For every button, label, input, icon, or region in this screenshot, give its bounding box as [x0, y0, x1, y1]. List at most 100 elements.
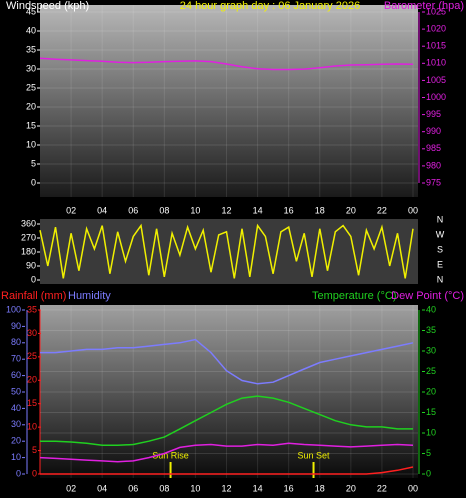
- y-tick-label: 50: [11, 386, 21, 396]
- annotation: Sun Rise: [152, 450, 189, 460]
- y-tick-label: 985: [426, 143, 441, 153]
- series-line: [39, 442, 414, 463]
- y-tick-label: 1010: [426, 58, 446, 68]
- x-tick-label: 10: [190, 205, 200, 215]
- y-tick-label: 1005: [426, 75, 446, 85]
- baro-label: Barometer (hpa): [384, 0, 464, 12]
- temp-label: Temperature (°C): [312, 290, 396, 302]
- y-tick-label: 1015: [426, 41, 446, 51]
- y-tick-label: 35: [26, 44, 36, 54]
- y-tick-label: 30: [27, 328, 37, 338]
- y-tick-label: 25: [26, 82, 36, 92]
- x-tick-label: 06: [128, 483, 138, 493]
- series-line: [40, 338, 414, 385]
- x-tick-label: 14: [253, 205, 263, 215]
- x-tick-label: 02: [66, 483, 76, 493]
- y-tick-label: 990: [426, 126, 441, 136]
- y-tick-label: 30: [426, 345, 436, 355]
- y-tick-label: 360: [21, 218, 36, 228]
- y-tick-label: 25: [27, 351, 37, 361]
- compass-label: W: [436, 229, 445, 239]
- x-tick-label: 14: [253, 483, 263, 493]
- x-tick-label: 02: [66, 205, 76, 215]
- top-plot-bg: [40, 5, 418, 197]
- x-tick-label: 00: [408, 205, 418, 215]
- humidity-label: Humidity: [68, 290, 111, 302]
- y-tick-label: 15: [27, 398, 37, 408]
- bottom-plot-bg: [40, 305, 418, 478]
- series-line: [39, 223, 414, 279]
- y-tick-label: 0: [32, 468, 37, 478]
- x-tick-label: 22: [377, 483, 387, 493]
- y-tick-label: 270: [21, 232, 36, 242]
- x-tick-label: 04: [97, 205, 107, 215]
- title: 24 hour graph day : 06 January 2026: [180, 0, 360, 12]
- compass-label: E: [437, 259, 443, 269]
- y-tick-label: 30: [26, 63, 36, 73]
- y-tick-label: 975: [426, 177, 441, 187]
- compass-label: S: [437, 244, 443, 254]
- rain-label: Rainfall (mm): [1, 290, 66, 302]
- x-tick-label: 06: [128, 205, 138, 215]
- y-tick-label: 1000: [426, 92, 446, 102]
- x-tick-label: 16: [284, 205, 294, 215]
- y-tick-label: 995: [426, 109, 441, 119]
- y-tick-label: 5: [426, 448, 431, 458]
- series-line: [39, 57, 414, 71]
- y-tick-label: 5: [31, 158, 36, 168]
- y-tick-label: 90: [26, 260, 36, 270]
- y-tick-label: 40: [11, 403, 21, 413]
- x-tick-label: 18: [315, 205, 325, 215]
- compass-label: N: [437, 214, 444, 224]
- x-tick-label: 08: [159, 205, 169, 215]
- y-tick-label: 70: [11, 354, 21, 364]
- x-tick-label: 08: [159, 483, 169, 493]
- y-tick-label: 25: [426, 366, 436, 376]
- mid-plot-bg: [40, 219, 418, 284]
- y-tick-label: 20: [11, 436, 21, 446]
- dew-label: Dew Point (°C): [391, 290, 464, 302]
- y-tick-label: 45: [26, 6, 36, 16]
- wind-label: Windspeed (kph): [6, 0, 89, 12]
- y-tick-label: 15: [26, 120, 36, 130]
- y-tick-label: 0: [31, 177, 36, 187]
- y-tick-label: 20: [26, 101, 36, 111]
- y-tick-label: 10: [27, 422, 37, 432]
- x-tick-label: 20: [346, 483, 356, 493]
- y-tick-label: 980: [426, 160, 441, 170]
- x-tick-label: 16: [284, 483, 294, 493]
- y-tick-label: 0: [31, 274, 36, 284]
- x-tick-label: 10: [190, 483, 200, 493]
- y-tick-label: 1020: [426, 23, 446, 33]
- y-tick-label: 0: [16, 468, 21, 478]
- series-line: [40, 395, 413, 447]
- y-tick-label: 40: [26, 25, 36, 35]
- y-tick-label: 20: [27, 375, 37, 385]
- y-tick-label: 80: [11, 337, 21, 347]
- y-tick-label: 1025: [426, 6, 446, 16]
- y-tick-label: 30: [11, 419, 21, 429]
- y-tick-label: 15: [426, 407, 436, 417]
- x-tick-label: 04: [97, 483, 107, 493]
- y-tick-label: 60: [11, 370, 21, 380]
- y-tick-label: 180: [21, 246, 36, 256]
- y-tick-label: 10: [426, 427, 436, 437]
- series-line: [40, 466, 414, 475]
- x-tick-label: 12: [221, 483, 231, 493]
- y-tick-label: 10: [11, 452, 21, 462]
- y-tick-label: 90: [11, 321, 21, 331]
- y-tick-label: 20: [426, 386, 436, 396]
- annotation: Sun Set: [298, 450, 331, 460]
- y-tick-label: 10: [26, 139, 36, 149]
- x-tick-label: 22: [377, 205, 387, 215]
- x-tick-label: 20: [346, 205, 356, 215]
- x-tick-label: 00: [408, 483, 418, 493]
- y-tick-label: 100: [6, 304, 21, 314]
- compass-label: N: [437, 274, 444, 284]
- y-tick-label: 0: [426, 468, 431, 478]
- y-tick-label: 40: [426, 304, 436, 314]
- y-tick-label: 5: [32, 445, 37, 455]
- y-tick-label: 35: [426, 325, 436, 335]
